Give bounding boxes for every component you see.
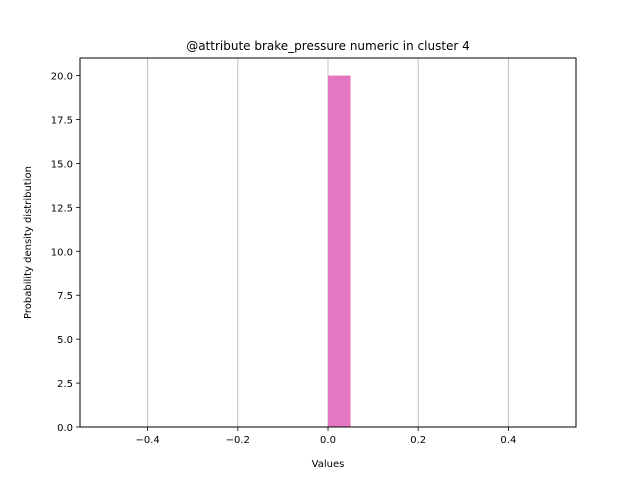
x-tick-label: −0.2 bbox=[226, 435, 250, 446]
y-tick-label: 15.0 bbox=[51, 159, 73, 170]
x-tick-label: 0.0 bbox=[320, 435, 336, 446]
histogram-bar bbox=[328, 75, 351, 428]
y-tick-label: 20.0 bbox=[51, 72, 73, 83]
y-tick-label: 10.0 bbox=[51, 247, 73, 258]
x-tick-label: 0.4 bbox=[500, 435, 516, 446]
chart-title: @attribute brake_pressure numeric in clu… bbox=[186, 39, 470, 53]
y-tick-label: 17.5 bbox=[51, 116, 73, 127]
y-tick-label: 5.0 bbox=[57, 335, 73, 346]
x-tick-label: −0.4 bbox=[135, 435, 159, 446]
bars bbox=[328, 75, 351, 428]
y-axis-label: Probability density distribution bbox=[23, 166, 34, 319]
y-tick-label: 12.5 bbox=[51, 203, 73, 214]
x-axis-ticks: −0.4 −0.2 0.0 0.2 0.4 bbox=[135, 427, 516, 446]
x-axis-label: Values bbox=[312, 459, 345, 470]
y-tick-label: 2.5 bbox=[57, 379, 73, 390]
y-axis-ticks: 0.0 2.5 5.0 7.5 10.0 12.5 15.0 17.5 20.0 bbox=[51, 72, 80, 434]
y-tick-label: 0.0 bbox=[57, 423, 73, 434]
y-tick-label: 7.5 bbox=[57, 291, 73, 302]
x-tick-label: 0.2 bbox=[410, 435, 426, 446]
